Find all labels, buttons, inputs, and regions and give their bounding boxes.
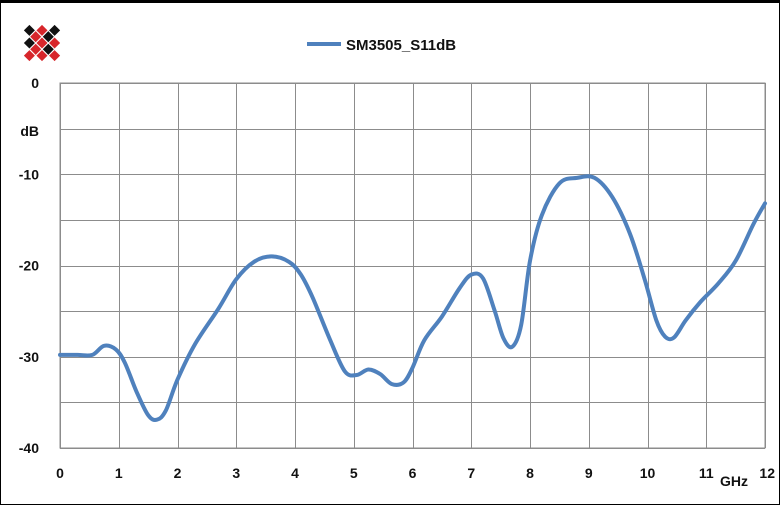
y-tick-label: 0 <box>31 75 39 91</box>
x-tick-label: 7 <box>467 465 475 481</box>
x-tick-label: 2 <box>174 465 182 481</box>
y-axis-label: dB <box>20 123 39 139</box>
y-tick-label: -40 <box>19 440 39 456</box>
x-tick-label: 3 <box>232 465 240 481</box>
x-tick-label: 11 <box>699 465 714 481</box>
logo-icon <box>24 25 60 61</box>
x-tick-label: 5 <box>350 465 358 481</box>
x-tick-label: 10 <box>640 465 656 481</box>
x-axis-label: GHz <box>720 473 748 489</box>
y-tick-label: -30 <box>19 349 39 365</box>
x-tick-labels: 0 1 2 3 4 5 6 7 8 9 10 11 12 <box>56 465 775 481</box>
y-tick-label: -10 <box>19 166 39 182</box>
x-tick-label: 8 <box>526 465 534 481</box>
plot-area <box>60 83 765 448</box>
y-tick-label: -20 <box>19 258 39 274</box>
legend-label: SM3505_S11dB <box>346 37 456 54</box>
x-tick-label: 0 <box>56 465 64 481</box>
x-tick-label: 9 <box>585 465 593 481</box>
x-tick-label: 4 <box>291 465 299 481</box>
x-tick-label: 1 <box>115 465 123 481</box>
x-tick-label: 12 <box>759 465 775 481</box>
x-tick-label: 6 <box>409 465 417 481</box>
line-chart: SM3505_S11dB 0-10-20-30-40 0 1 2 3 4 5 6 7 8 9 10 1… <box>1 3 779 505</box>
legend: SM3505_S11dB <box>307 37 456 54</box>
